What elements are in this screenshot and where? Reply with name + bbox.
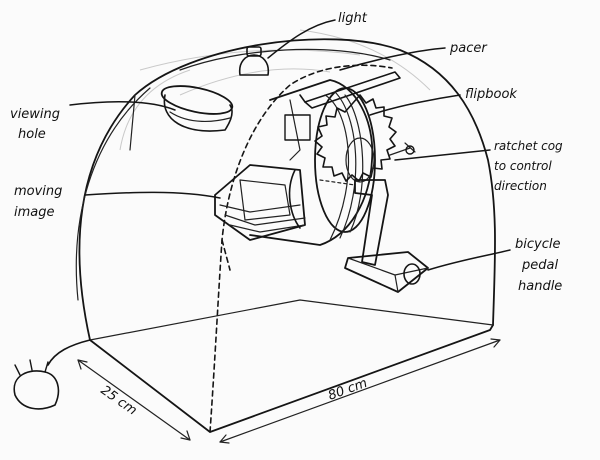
label-bicycle-3: handle bbox=[518, 279, 562, 294]
ratchet-cog bbox=[314, 94, 416, 183]
label-ratchet-1: ratchet cog bbox=[494, 139, 563, 153]
label-light: light bbox=[338, 11, 368, 26]
label-ratchet-3: direction bbox=[494, 179, 547, 193]
power-plug bbox=[13, 339, 91, 410]
label-ratchet-2: to control bbox=[494, 159, 552, 173]
label-viewing-hole-1: viewing bbox=[10, 107, 60, 122]
label-flipbook: flipbook bbox=[465, 87, 517, 102]
bicycle-pedal-crank bbox=[319, 179, 429, 293]
label-moving-image-2: image bbox=[14, 205, 55, 220]
label-moving-image-1: moving bbox=[14, 184, 62, 199]
pacer-bar bbox=[299, 71, 401, 109]
dimension-arrows bbox=[77, 338, 501, 444]
moving-image-box bbox=[214, 164, 306, 241]
dome-enclosure bbox=[75, 38, 496, 433]
label-width-80cm: 80 cm bbox=[326, 376, 369, 404]
label-bicycle-1: bicycle bbox=[515, 237, 560, 252]
flipbook-drum bbox=[249, 79, 376, 246]
label-pacer: pacer bbox=[449, 41, 488, 56]
label-viewing-hole-2: hole bbox=[18, 127, 46, 142]
label-bicycle-2: pedal bbox=[521, 258, 558, 273]
leader-lines bbox=[69, 19, 511, 271]
viewing-hole bbox=[160, 85, 234, 132]
pencil-construction-lines bbox=[119, 29, 431, 151]
light-bulb bbox=[238, 46, 270, 76]
